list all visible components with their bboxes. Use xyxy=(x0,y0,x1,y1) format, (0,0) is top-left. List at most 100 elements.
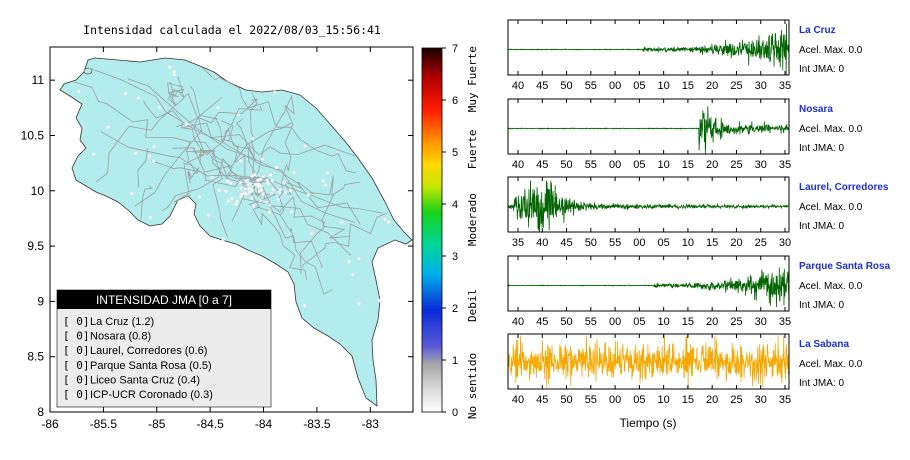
waveform-frame xyxy=(507,176,790,233)
colorbar-categories: No sentido Debil Moderado Fuerte Muy Fuerte xyxy=(466,46,479,419)
map-y-tick-label: 11 xyxy=(32,73,45,87)
town-dot xyxy=(258,198,262,203)
map-y-tick-label: 10 xyxy=(31,184,45,198)
colorbar-category-label: Fuerte xyxy=(466,130,479,170)
road-line xyxy=(199,105,262,165)
town-dot xyxy=(339,220,344,224)
legend-item-label: Liceo Santa Cruz (0.4) xyxy=(90,374,200,386)
colorbar-category-label: No sentido xyxy=(466,353,479,419)
map-y-tick-label: 9.5 xyxy=(27,239,44,253)
map-x-tick-label: -85.5 xyxy=(90,417,118,431)
map-y-tick-label: 8.5 xyxy=(27,350,44,364)
town-dot xyxy=(261,174,266,179)
town-dot xyxy=(228,181,233,186)
waveform-x-tick-label: 25 xyxy=(755,237,767,249)
waveform-x-tick-label: 40 xyxy=(512,316,524,328)
town-markers xyxy=(77,65,391,308)
intensity-legend: INTENSIDAD JMA [0 a 7] [ 0] La Cruz (1.2)… xyxy=(56,289,272,408)
town-dot xyxy=(283,190,288,194)
waveform-x-tick-label: 40 xyxy=(512,394,524,406)
road-line xyxy=(100,131,383,214)
legend-header: INTENSIDAD JMA [0 a 7] xyxy=(96,293,232,307)
waveform-x-tick-label: 55 xyxy=(585,394,597,406)
waveform-x-tick-label: 50 xyxy=(560,80,572,92)
waveform-x-tick-label: 35 xyxy=(512,237,524,249)
town-dot xyxy=(248,182,252,186)
waveform-x-tick-label: 10 xyxy=(658,394,670,406)
station-int: Int JMA: 0 xyxy=(799,64,844,75)
town-dot xyxy=(225,179,230,184)
waveform-x-tick-label: 45 xyxy=(536,316,548,328)
town-dot xyxy=(239,186,243,190)
waveform-x-tick-label: 25 xyxy=(730,316,742,328)
waveform-x-tick-label: 15 xyxy=(682,80,694,92)
town-dot xyxy=(386,220,391,224)
waveform-x-tick-label: 10 xyxy=(658,159,670,171)
town-dot xyxy=(278,187,283,192)
waveform-x-tick-label: 45 xyxy=(536,394,548,406)
waveform-x-tick-label: 30 xyxy=(755,159,767,171)
waveform-x-tick-label: 20 xyxy=(706,316,718,328)
town-dot xyxy=(106,125,111,129)
town-dot xyxy=(238,158,243,163)
road-line xyxy=(252,175,361,197)
waveform-x-tick-label: 20 xyxy=(706,394,718,406)
waveform-panels: 40 45 50 55 00 05 10 15 20 25 30 35 La Cruz Acel. Max… xyxy=(507,19,891,406)
town-dot xyxy=(282,180,286,185)
town-dot xyxy=(247,186,252,191)
town-dot xyxy=(270,178,275,183)
town-dot xyxy=(151,159,156,163)
station-name: La Sabana xyxy=(799,339,849,350)
legend-item-label: Parque Santa Rosa (0.5) xyxy=(90,360,212,372)
town-dot xyxy=(323,183,328,187)
town-dot xyxy=(288,188,293,193)
road-line xyxy=(189,85,228,238)
town-dot xyxy=(357,256,361,261)
town-dot xyxy=(265,178,269,182)
road-line xyxy=(73,81,261,186)
town-dot xyxy=(157,105,162,110)
town-dot xyxy=(148,215,153,220)
waveform-panel: 35 40 45 50 55 00 05 10 15 20 25 30 Laurel, Corredor… xyxy=(507,176,889,249)
road-line xyxy=(176,98,259,128)
town-dot xyxy=(244,186,248,191)
waveform-x-tick-label: 00 xyxy=(609,394,621,406)
town-dot xyxy=(152,144,156,149)
legend-item-value: [ 0] xyxy=(63,330,90,343)
station-int: Int JMA: 0 xyxy=(799,221,844,232)
waveform-x-tick-label: 35 xyxy=(779,159,791,171)
waveform-x-tick-label: 30 xyxy=(755,394,767,406)
town-dot xyxy=(244,179,249,184)
colorbar-tick-label: 0 xyxy=(452,407,458,419)
map-frame xyxy=(49,46,414,413)
town-dot xyxy=(267,203,272,207)
town-dot xyxy=(303,144,307,149)
town-dot xyxy=(250,174,254,178)
legend-list: [ 0] La Cruz (1.2)[ 0] Nosara (0.8)[ 0] Lau… xyxy=(63,315,213,401)
waveform-background xyxy=(508,99,789,154)
town-dot xyxy=(221,237,226,242)
station-acel: Acel. Max. 0.0 xyxy=(799,45,863,56)
road-line xyxy=(127,78,361,225)
waveform-x-tick-label: 50 xyxy=(560,159,572,171)
waveform-x-tick-label: 55 xyxy=(609,237,621,249)
town-dot xyxy=(325,171,330,175)
colorbar-category-label: Moderado xyxy=(466,193,479,246)
town-dot xyxy=(242,190,247,195)
waveform-x-tick-label: 55 xyxy=(585,316,597,328)
road-line xyxy=(257,189,351,239)
waveform-x-tick-label: 35 xyxy=(779,316,791,328)
waveform-x-tick-label: 40 xyxy=(512,159,524,171)
waveform-frame xyxy=(507,255,790,312)
waveform-panel: 40 45 50 55 00 05 10 15 20 25 30 35 La Cruz Acel. Max… xyxy=(507,19,863,92)
road-line xyxy=(173,152,191,203)
town-dot xyxy=(289,210,294,214)
town-dot xyxy=(276,197,281,202)
waveform-x-tick-label: 00 xyxy=(609,80,621,92)
town-dot xyxy=(266,181,271,186)
town-dot xyxy=(269,191,274,196)
road-line xyxy=(187,140,205,184)
waveform-x-tick-label: 05 xyxy=(633,316,645,328)
town-dot xyxy=(306,193,310,197)
town-dot xyxy=(253,182,258,187)
